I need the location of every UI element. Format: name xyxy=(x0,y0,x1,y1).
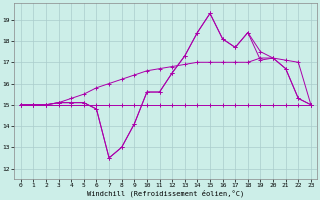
X-axis label: Windchill (Refroidissement éolien,°C): Windchill (Refroidissement éolien,°C) xyxy=(87,190,244,197)
